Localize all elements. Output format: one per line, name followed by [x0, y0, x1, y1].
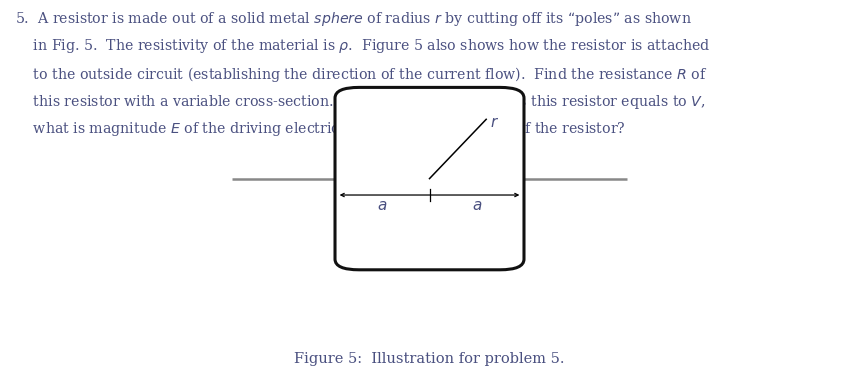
Text: $a$: $a$: [377, 199, 387, 213]
Text: this resistor with a variable cross-section.  If the voltage drop across this re: this resistor with a variable cross-sect…: [15, 93, 706, 111]
Text: $a$: $a$: [472, 199, 482, 213]
Text: what is magnitude $E$ of the driving electric field right at the center of the r: what is magnitude $E$ of the driving ele…: [15, 120, 626, 138]
Text: 5.  A resistor is made out of a solid metal $\mathit{sphere}$ of radius $r$ by c: 5. A resistor is made out of a solid met…: [15, 10, 692, 27]
Text: to the outside circuit (establishing the direction of the current flow).  Find t: to the outside circuit (establishing the…: [15, 65, 708, 84]
Text: Figure 5:  Illustration for problem 5.: Figure 5: Illustration for problem 5.: [295, 352, 564, 366]
Text: $r$: $r$: [490, 116, 499, 130]
FancyBboxPatch shape: [335, 87, 524, 270]
Text: in Fig. 5.  The resistivity of the material is $\rho$.  Figure 5 also shows how : in Fig. 5. The resistivity of the materi…: [15, 37, 711, 55]
